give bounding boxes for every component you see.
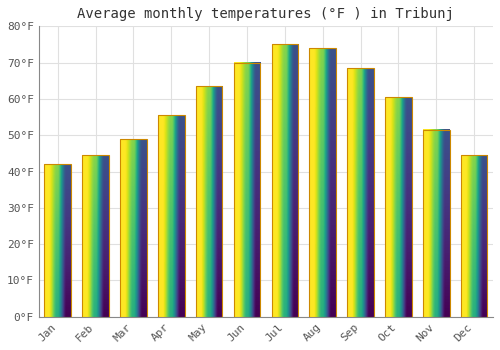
Bar: [348, 68, 374, 317]
Bar: [461, 155, 487, 317]
Bar: [234, 63, 260, 317]
Bar: [272, 44, 298, 317]
Bar: [82, 155, 109, 317]
Bar: [196, 86, 222, 317]
Title: Average monthly temperatures (°F ) in Tribunj: Average monthly temperatures (°F ) in Tr…: [78, 7, 454, 21]
Bar: [158, 115, 184, 317]
Bar: [310, 48, 336, 317]
Bar: [385, 97, 411, 317]
Bar: [44, 164, 71, 317]
Bar: [423, 130, 450, 317]
Bar: [120, 139, 146, 317]
